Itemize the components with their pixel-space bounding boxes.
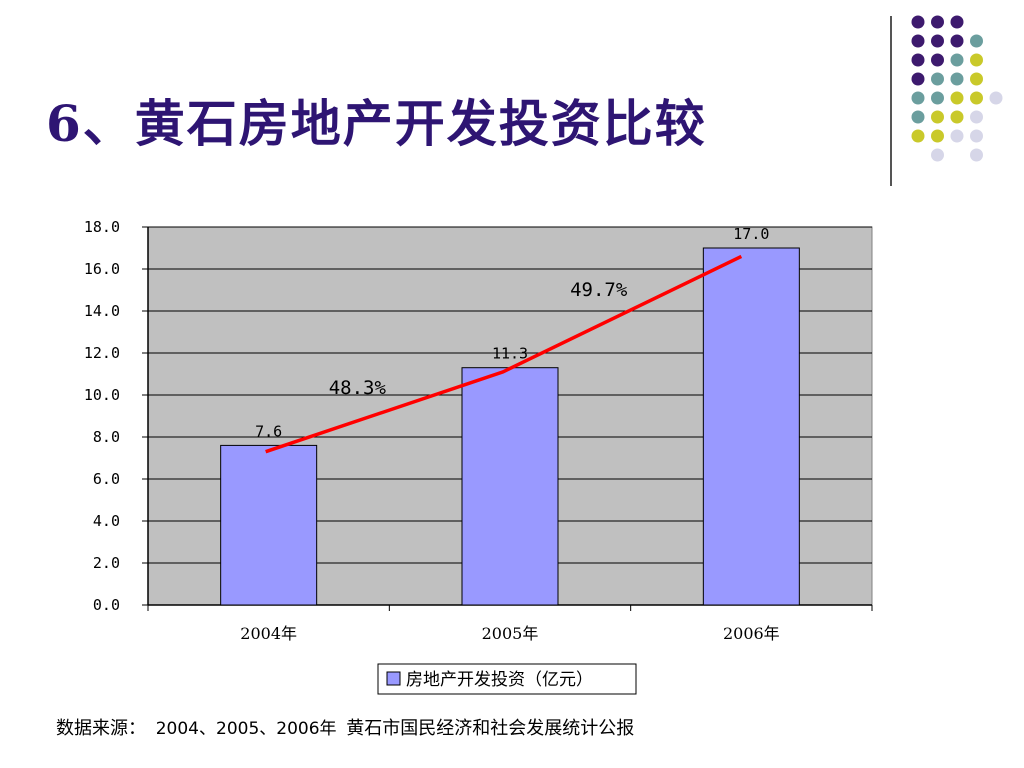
legend-box (377, 663, 637, 695)
bar (702, 247, 800, 606)
decor-dot (970, 91, 983, 105)
decor-dot (911, 91, 925, 105)
decor-dot (911, 53, 925, 67)
decor-dot (911, 110, 925, 124)
decor-dot (950, 91, 964, 105)
source-label: 数据来源： (56, 718, 146, 739)
decor-dot (931, 91, 944, 105)
decor-dot (950, 129, 964, 143)
growth-rate-label: 48.3% (329, 377, 387, 399)
decor-dot (931, 129, 944, 143)
bar-data-label: 7.6 (255, 422, 282, 440)
decor-dot (950, 72, 964, 86)
y-tick-label: 8.0 (93, 428, 120, 446)
decor-dot (911, 72, 925, 86)
decor-dot (931, 34, 944, 48)
bar-data-label: 11.3 (492, 345, 528, 363)
decorative-dot-pattern (911, 15, 1003, 162)
y-tick-label: 6.0 (93, 470, 120, 488)
y-tick-label: 18.0 (84, 218, 120, 236)
decor-dot (950, 110, 964, 124)
y-tick-label: 12.0 (84, 344, 120, 362)
decor-dot (950, 34, 964, 48)
bar (461, 367, 559, 606)
decor-dot (931, 53, 944, 67)
decor-dot (970, 110, 983, 124)
y-tick-label: 14.0 (84, 302, 120, 320)
decor-dot (970, 53, 983, 67)
decor-dot (970, 129, 983, 143)
bar (220, 444, 318, 606)
slide-title: 6、黄石房地产开发投资比较 (46, 94, 707, 153)
growth-rate-label: 49.7% (570, 279, 628, 301)
source-years: 2004、2005、2006年 (155, 719, 337, 739)
legend-swatch (386, 671, 401, 686)
bar-data-label: 17.0 (733, 225, 769, 243)
legend-label: 房地产开发投资（亿元） (406, 670, 593, 690)
decor-dot (931, 110, 944, 124)
decor-dot (970, 148, 983, 162)
decor-dot (931, 148, 944, 162)
y-tick-label: 16.0 (84, 260, 120, 278)
investment-bar-chart: 0.0 2.0 4.0 6.0 8.0 10.0 12.0 14.0 16.0 18.0 7.6 20… (84, 218, 873, 695)
decor-dot (931, 72, 944, 86)
decor-dot (970, 34, 983, 48)
data-source-note: 数据来源： 2004、2005、2006年 黄石市国民经济和社会发展统计公报 (56, 714, 638, 740)
y-tick-label: 10.0 (84, 386, 120, 404)
y-tick-label: 4.0 (93, 512, 120, 530)
x-tick-label: 2004年 (240, 624, 297, 643)
y-tick-label: 2.0 (93, 554, 120, 572)
decor-dot (970, 72, 983, 86)
decor-dot (931, 15, 944, 29)
decorative-divider (890, 16, 892, 186)
y-tick-label: 0.0 (93, 596, 120, 614)
decor-dot (950, 15, 964, 29)
growth-line (265, 254, 743, 454)
decor-dot (950, 53, 964, 67)
decor-dot (911, 129, 925, 143)
decor-dot (911, 15, 925, 29)
source-text: 黄石市国民经济和社会发展统计公报 (346, 718, 635, 739)
x-tick-label: 2006年 (723, 624, 780, 643)
decor-dot (911, 34, 925, 48)
x-tick-label: 2005年 (482, 624, 539, 643)
decor-dot (989, 91, 1003, 105)
